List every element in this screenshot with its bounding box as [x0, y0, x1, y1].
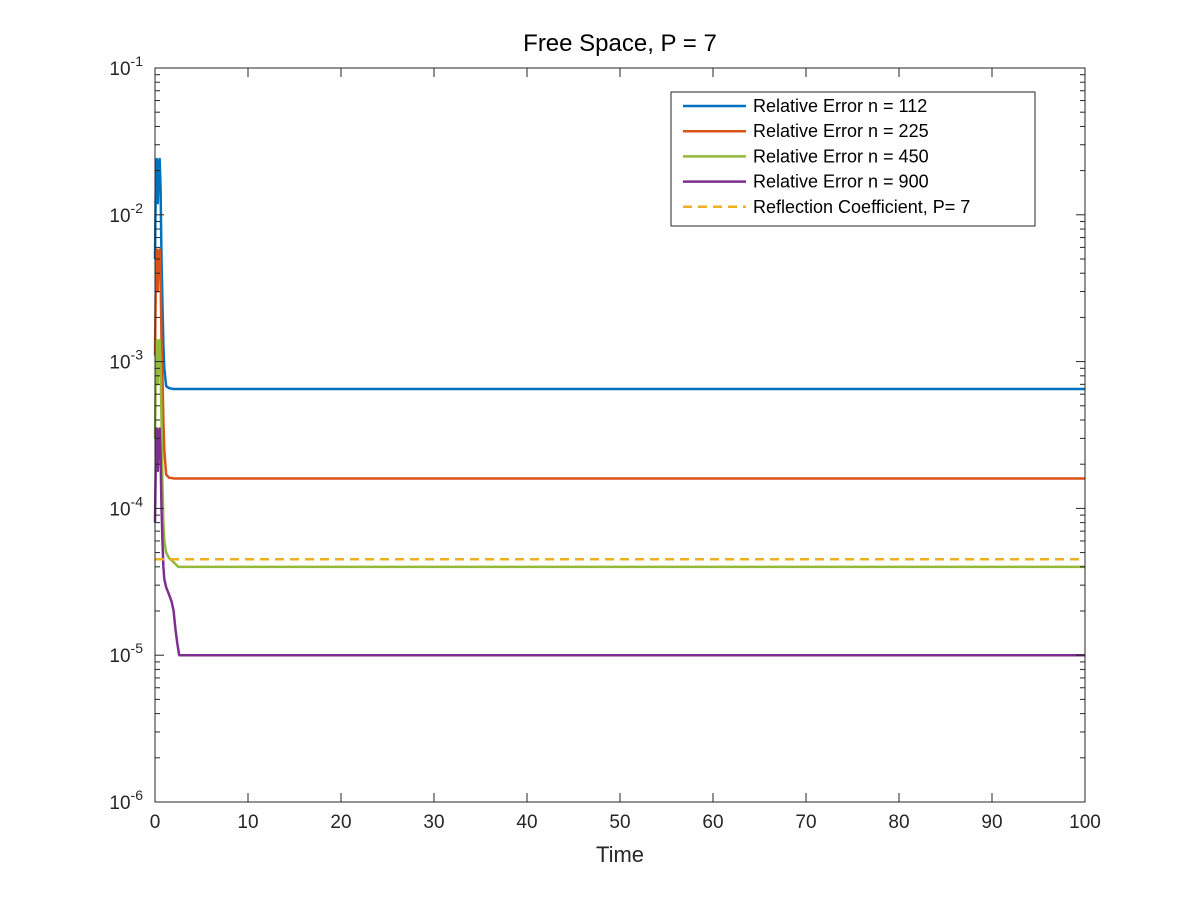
x-tick-label: 50 — [609, 812, 630, 833]
legend-label: Relative Error n = 112 — [753, 96, 927, 116]
series-line-2 — [153, 248, 1085, 480]
x-tick-label: 30 — [423, 812, 444, 833]
y-tick-label: 10-3 — [109, 347, 143, 374]
x-tick-label: 100 — [1069, 812, 1101, 833]
x-tick-label: 0 — [150, 812, 161, 833]
series-line-1 — [153, 157, 1085, 391]
y-tick-label: 10-2 — [109, 200, 143, 227]
legend: Relative Error n = 112 Relative Error n =… — [670, 91, 1036, 227]
series-line-3 — [153, 338, 1085, 569]
legend-label: Relative Error n = 450 — [753, 146, 929, 166]
x-tick-label: 20 — [330, 812, 351, 833]
chart-title: Free Space, P = 7 — [523, 30, 717, 57]
y-tick-label: 10-6 — [109, 787, 143, 814]
legend-label: Relative Error n = 225 — [753, 121, 929, 141]
legend-box — [670, 91, 1036, 227]
x-tick-label: 80 — [888, 812, 909, 833]
y-tick-label: 10-5 — [109, 640, 143, 667]
legend-label: Reflection Coefficient, P= 7 — [753, 197, 970, 217]
x-tick-label: 90 — [981, 812, 1002, 833]
x-axis-label: Time — [596, 842, 644, 867]
x-tick-label: 60 — [702, 812, 723, 833]
legend-label: Relative Error n = 900 — [753, 172, 929, 192]
y-tick-label: 10-4 — [109, 493, 143, 520]
x-axis: 0 10 20 30 40 50 60 70 80 90 100 — [150, 68, 1101, 833]
y-axis: 10-6 10-5 10-4 10-3 10-2 10-1 — [109, 53, 1085, 814]
x-tick-label: 10 — [237, 812, 258, 833]
y-tick-label: 10-1 — [109, 53, 143, 80]
x-tick-label: 70 — [795, 812, 816, 833]
x-tick-label: 40 — [516, 812, 537, 833]
